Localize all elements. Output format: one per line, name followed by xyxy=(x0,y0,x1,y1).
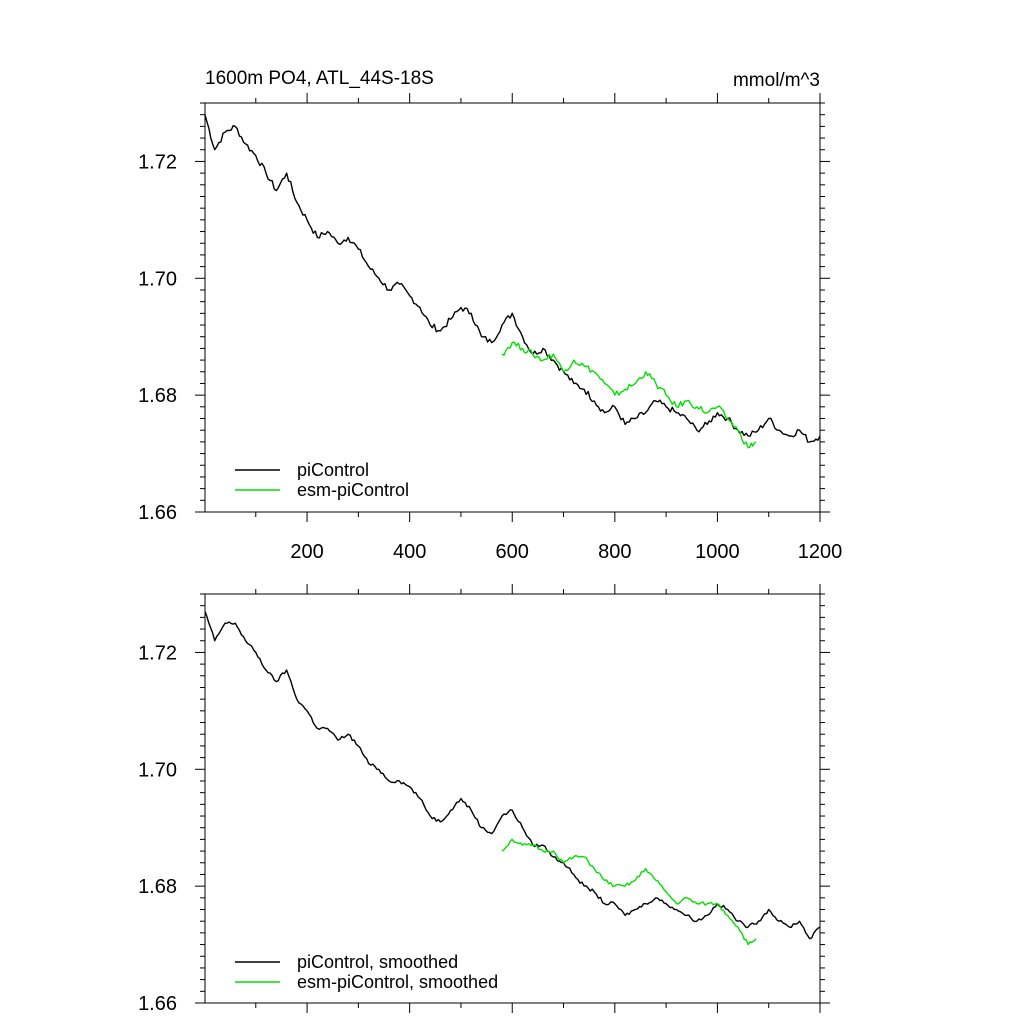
bottom-y-tick-label: 1.68 xyxy=(138,876,177,898)
top-x-tick-label: 600 xyxy=(496,541,529,563)
bottom-y-tick-label: 1.72 xyxy=(138,642,177,664)
top-x-tick-label: 800 xyxy=(598,541,631,563)
bottom-legend-label: piControl, smoothed xyxy=(297,952,458,972)
top-legend-label: piControl xyxy=(297,460,369,480)
bottom-panel: 1.66 1.68 1.70 1.72 piControl, smoothedesm-p… xyxy=(138,584,830,1015)
top-x-tick-label: 1200 xyxy=(798,541,843,563)
top-series-esm-picontrol-line xyxy=(501,341,757,449)
top-plot-frame xyxy=(204,102,821,513)
top-y-tick-label: 1.68 xyxy=(138,385,177,407)
bottom-series-picontrol-line xyxy=(204,611,821,940)
top-x-tick-label: 400 xyxy=(393,541,426,563)
top-y-tick-label: 1.72 xyxy=(138,151,177,173)
top-y-tick-label: 1.70 xyxy=(138,268,177,290)
bottom-series-esm-picontrol-line xyxy=(501,838,757,946)
top-series-picontrol-line xyxy=(204,114,821,443)
bottom-y-tick-label: 1.66 xyxy=(138,993,177,1015)
top-panel-title: 1600m PO4, ATL_44S-18S xyxy=(205,68,434,89)
bottom-legend-label: esm-piControl, smoothed xyxy=(297,972,498,992)
top-legend-label: esm-piControl xyxy=(297,480,409,500)
top-x-tick-label: 1000 xyxy=(695,541,740,563)
bottom-y-tick-label: 1.70 xyxy=(138,759,177,781)
top-panel-units: mmol/m^3 xyxy=(733,70,820,91)
top-x-tick-label: 200 xyxy=(290,541,323,563)
top-panel: 1600m PO4, ATL_44S-18S mmol/m^3 200 400 60… xyxy=(138,68,842,563)
top-y-tick-label: 1.66 xyxy=(138,502,177,524)
bottom-plot-frame xyxy=(204,593,821,1004)
